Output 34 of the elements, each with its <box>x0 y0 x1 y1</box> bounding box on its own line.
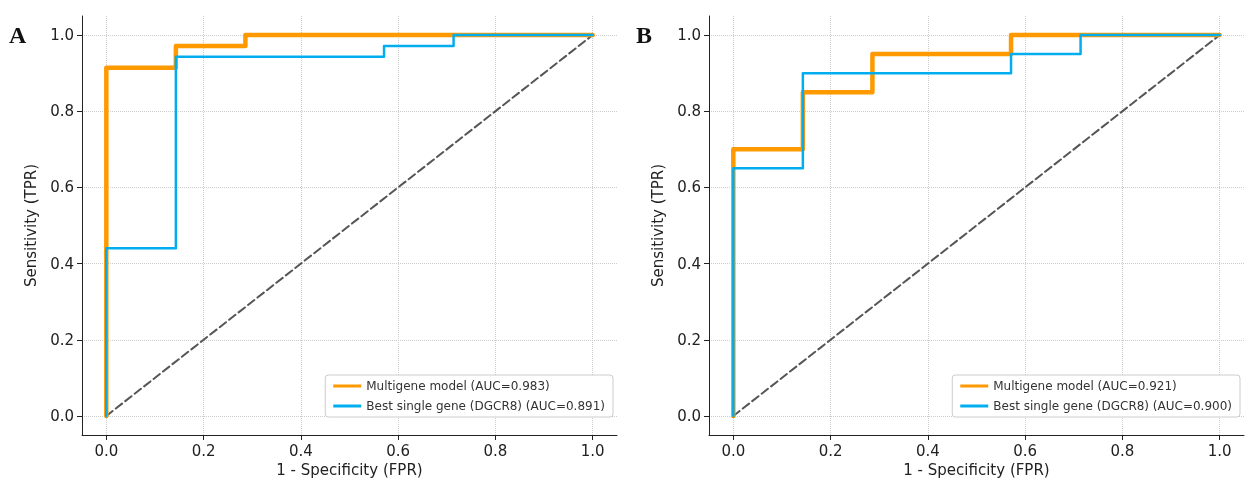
legend-label: Multigene model (AUC=0.921) <box>993 379 1177 393</box>
y-tick-label: 1.0 <box>677 26 701 45</box>
chart-title: A <box>9 22 27 48</box>
x-tick-label: 0.4 <box>915 441 940 460</box>
x-tick-label: 0.8 <box>483 441 508 460</box>
x-tick-label: 1.0 <box>1207 441 1232 460</box>
x-tick-label: 0.6 <box>386 441 411 460</box>
x-axis-title: 1 - Specificity (FPR) <box>276 461 423 480</box>
y-tick-label: 0.6 <box>50 178 74 197</box>
y-tick-label: 0.4 <box>677 254 701 273</box>
y-tick-label: 1.0 <box>50 26 74 45</box>
y-axis-title: Sensitivity (TPR) <box>648 163 667 288</box>
y-tick-label: 0.0 <box>677 406 701 425</box>
x-tick-label: 0.8 <box>1110 441 1135 460</box>
x-axis-title: 1 - Specificity (FPR) <box>903 461 1050 480</box>
x-tick-label: 0.2 <box>191 441 216 460</box>
y-tick-label: 0.8 <box>677 102 701 121</box>
y-tick-label: 0.0 <box>50 406 74 425</box>
x-tick-label: 0.0 <box>94 441 119 460</box>
x-tick-label: 0.0 <box>721 441 746 460</box>
y-tick-label: 0.6 <box>677 178 701 197</box>
chart-title: B <box>636 22 653 48</box>
x-tick-label: 1.0 <box>580 441 605 460</box>
y-tick-label: 0.4 <box>50 254 74 273</box>
x-tick-label: 0.4 <box>288 441 313 460</box>
y-tick-label: 0.2 <box>677 330 701 349</box>
legend-label: Multigene model (AUC=0.983) <box>366 379 550 393</box>
x-tick-label: 0.2 <box>818 441 843 460</box>
legend-label: Best single gene (DGCR8) (AUC=0.891) <box>366 399 606 413</box>
y-tick-label: 0.2 <box>50 330 74 349</box>
x-tick-label: 0.6 <box>1013 441 1038 460</box>
legend-label: Best single gene (DGCR8) (AUC=0.900) <box>993 399 1233 413</box>
y-axis-title: Sensitivity (TPR) <box>21 163 40 288</box>
y-tick-label: 0.8 <box>50 102 74 121</box>
